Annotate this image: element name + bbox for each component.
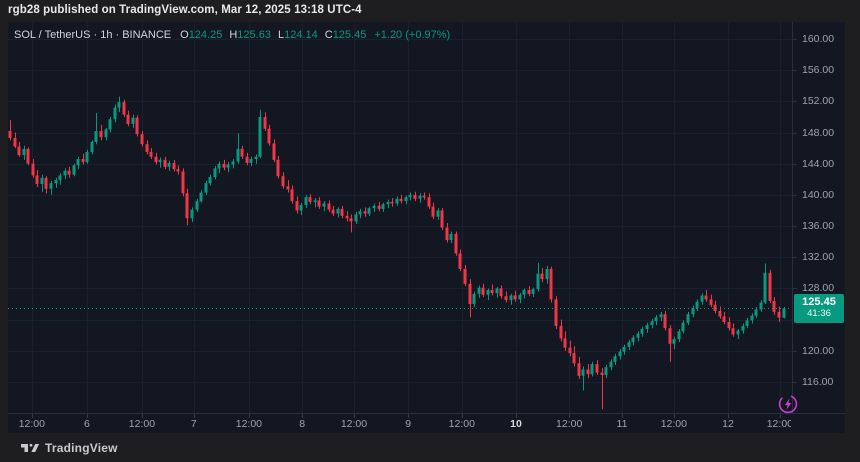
time-axis-label: 7 [190,418,197,430]
lightning-circle-icon [778,394,798,414]
price-axis-tick [793,382,797,383]
price-axis-tick [793,257,797,258]
time-axis-tick [462,414,463,418]
last-price-tag: 125.45 41:36 [794,294,844,323]
price-axis-label: 120.00 [802,344,835,357]
ohlc-open: O124.25 [180,29,222,41]
time-axis-label: 9 [405,418,412,430]
price-axis-label: 152.00 [802,95,835,108]
time-axis-tick [569,414,570,418]
chart-panel: SOL / TetherUS · 1h · BINANCE O124.25 H1… [8,22,845,433]
price-axis-label: 128.00 [802,282,835,295]
price-axis-label: 156.00 [802,64,835,77]
close-label: C [324,29,333,41]
time-axis-tick [142,414,143,418]
ohlc-high: H125.63 [229,29,271,41]
tradingview-logo-text: TradingView [45,440,118,455]
time-axis-label: 12:00 [556,418,583,430]
ohlc-close: C125.45 [325,29,367,41]
time-axis-tick [622,414,623,418]
time-axis-tick [32,414,33,418]
price-axis-tick [793,195,797,196]
time-axis-tick [516,414,517,418]
open-label: O [180,29,189,41]
time-axis-label: 12:00 [660,418,687,430]
tradingview-logo-icon [21,443,39,452]
time-axis-label: 12:00 [128,418,156,430]
change-value: +1.20 (+0.97%) [374,29,451,41]
time-axis-label: 8 [299,418,306,430]
low-value: 124.14 [284,29,318,41]
symbol-title[interactable]: SOL / TetherUS · 1h · BINANCE [14,29,172,41]
price-axis-tick [793,164,797,165]
time-axis-tick [780,414,781,418]
time-axis-label: 12:00 [18,418,45,430]
price-axis-label: 132.00 [802,251,835,264]
high-value: 125.63 [237,29,271,41]
time-axis-tick [728,414,729,418]
attribution-bar: rgb28 published on TradingView.com, Mar … [0,0,860,22]
price-axis-tick [793,101,797,102]
last-price-value: 125.45 [802,296,836,309]
time-axis-label: 12:00 [340,418,368,430]
bar-countdown: 41:36 [807,307,831,319]
open-value: 124.25 [188,29,223,41]
time-axis-tick [194,414,195,418]
time-axis[interactable]: 12:00 6 12:00 7 12:00 8 12:00 9 12:00 10 12:00 11 12… [8,413,845,433]
price-axis-label: 136.00 [802,220,835,233]
time-axis-tick [87,414,88,418]
boost-button[interactable] [778,394,798,414]
footer-bar: TradingView [0,433,860,462]
price-axis-tick [793,288,797,289]
time-axis-label: 12:00 [448,418,475,430]
ohlc-low: L124.14 [278,29,318,41]
time-axis-label: 10 [510,418,522,430]
price-axis-label: 144.00 [802,157,835,170]
time-axis-label: 6 [83,418,90,430]
time-axis-label: 11 [616,418,628,430]
price-axis-tick [793,226,797,227]
low-label: L [277,29,285,41]
price-axis-tick [793,133,797,134]
time-axis-tick [408,414,409,418]
time-axis-tick [354,414,355,418]
time-axis-tick [302,414,303,418]
price-axis[interactable]: 125.45 41:36 160.00 156.00 152.00 148.00 144… [792,22,845,413]
candlestick-plot [8,22,792,413]
price-chart[interactable] [8,22,792,413]
price-axis-label: 148.00 [802,126,835,139]
price-axis-tick [793,351,797,352]
time-axis-tick [674,414,675,418]
time-axis-label: 12:00 [235,418,263,430]
price-axis-tick [793,70,797,71]
price-axis-label: 160.00 [802,33,835,45]
price-axis-tick [793,39,797,40]
time-axis-label: 12:00 [766,418,791,430]
close-value: 125.45 [332,29,367,41]
high-label: H [229,29,238,41]
time-axis-labels: 12:00 6 12:00 7 12:00 8 12:00 9 12:00 10 12:00 11 12… [8,414,791,434]
time-axis-tick [249,414,250,418]
chart-legend: SOL / TetherUS · 1h · BINANCE O124.25 H1… [14,28,450,42]
attribution-text: rgb28 published on TradingView.com, Mar … [8,4,362,16]
time-axis-label: 12 [722,418,734,430]
price-axis-label: 116.00 [802,375,834,388]
price-axis-label: 140.00 [802,188,835,201]
tradingview-logo[interactable]: TradingView [21,441,118,455]
